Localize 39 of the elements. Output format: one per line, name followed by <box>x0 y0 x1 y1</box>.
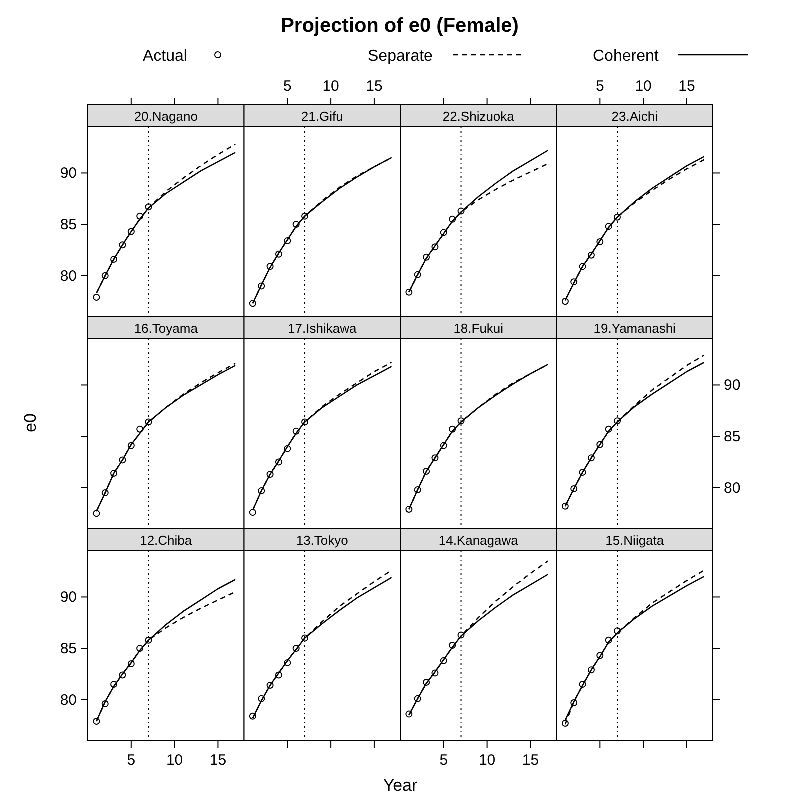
x-tick-label: 15 <box>366 78 383 95</box>
y-tick-label: 85 <box>724 428 741 446</box>
x-tick-label: 10 <box>166 752 184 769</box>
y-tick-label: 90 <box>724 377 741 394</box>
x-tick-label: 15 <box>522 752 540 769</box>
chart-subtitle: 16.Toyama <box>134 321 199 336</box>
y-tick-label: 85 <box>60 216 77 234</box>
x-tick-label: 5 <box>440 752 448 769</box>
y-tick-label: 90 <box>60 589 77 606</box>
chart-subtitle: 21.Gifu <box>301 109 344 124</box>
x-tick-label: 10 <box>322 78 340 95</box>
legend-label: Actual <box>143 48 188 65</box>
x-tick-label: 10 <box>635 78 652 95</box>
y-tick-label: 85 <box>60 640 77 658</box>
y-tick-label: 90 <box>60 165 77 182</box>
x-axis-title: Year <box>383 776 418 795</box>
x-tick-label: 15 <box>678 78 696 95</box>
y-tick-label: 80 <box>60 692 77 709</box>
legend-label: Coherent <box>593 48 660 65</box>
chart-subtitle: 15.Niigata <box>606 533 665 548</box>
chart-subtitle: 19.Yamanashi <box>594 321 676 336</box>
x-tick-label: 5 <box>283 78 292 95</box>
y-tick-label: 80 <box>60 268 77 285</box>
chart-subtitle: 18.Fukui <box>454 321 504 336</box>
chart-subtitle: 12.Chiba <box>140 533 193 548</box>
x-tick-label: 5 <box>127 752 136 769</box>
chart-subtitle: 23.Aichi <box>612 109 658 124</box>
chart-subtitle: 13.Tokyo <box>296 533 348 548</box>
x-tick-label: 5 <box>596 78 604 95</box>
y-axis-title: e0 <box>21 414 40 432</box>
chart-subtitle: 20.Nagano <box>134 109 198 124</box>
chart-title: Projection of e0 (Female) <box>281 15 519 37</box>
y-tick-label: 80 <box>724 480 741 497</box>
chart-subtitle: 14.Kanagawa <box>438 533 520 548</box>
chart-subtitle: 17.Ishikawa <box>288 321 358 336</box>
x-tick-label: 10 <box>478 752 496 769</box>
legend-label: Separate <box>368 48 434 65</box>
x-tick-label: 15 <box>210 752 227 769</box>
chart-subtitle: 22.Shizuoka <box>442 109 516 124</box>
